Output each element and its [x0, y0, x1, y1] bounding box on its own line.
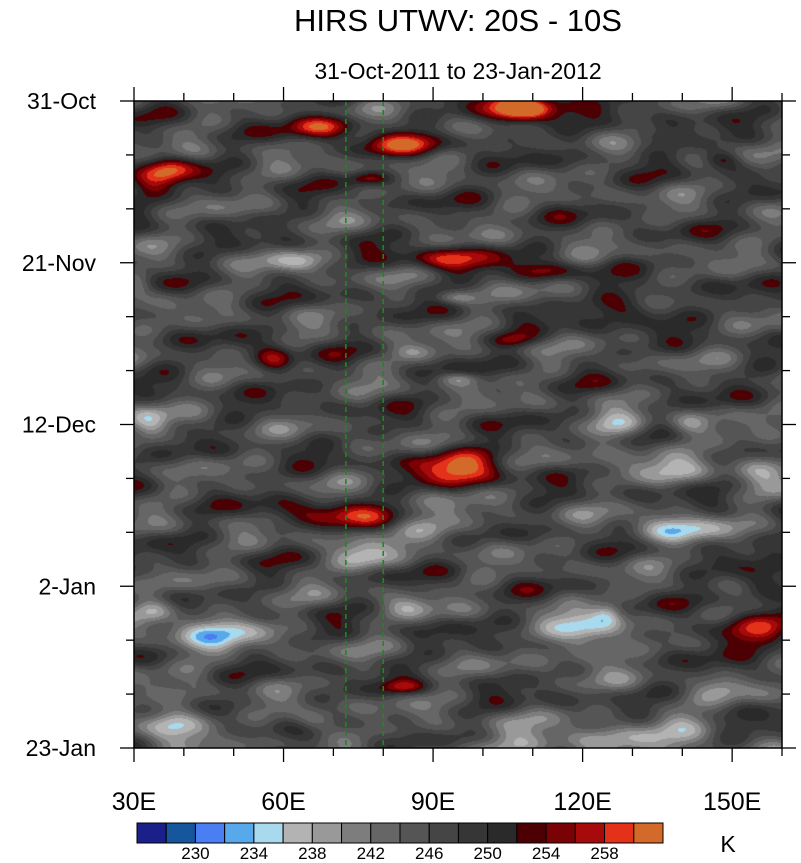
x-tick-label: 150E [703, 788, 761, 816]
colorbar-swatch [516, 822, 547, 844]
colorbar-label: 238 [298, 844, 326, 863]
colorbar-swatch [545, 822, 576, 844]
y-tick-label: 2-Jan [38, 573, 96, 599]
plot-area [134, 101, 782, 748]
colorbar-label: 254 [532, 844, 560, 863]
y-tick-label: 23-Jan [26, 735, 96, 761]
colorbar-unit: K [720, 831, 736, 857]
x-axis: 30E 60E 90E 120E 150E [112, 87, 783, 816]
colorbar-swatch [282, 822, 313, 844]
colorbar-swatch [136, 822, 167, 844]
x-tick-label: 30E [112, 788, 156, 816]
x-tick-label: 60E [261, 788, 305, 816]
colorbar-label: 234 [240, 844, 268, 863]
colorbar-swatch [370, 822, 401, 844]
colorbar-swatch [253, 822, 284, 844]
colorbar-label: 242 [357, 844, 385, 863]
x-tick-label: 90E [411, 788, 455, 816]
colorbar-label: 250 [473, 844, 501, 863]
colorbar-swatch [224, 822, 255, 844]
colorbar-swatch [457, 822, 489, 844]
y-axis: 31-Oct 21-Nov 12-Dec 2-Jan 23-Jan [22, 88, 796, 761]
contour-field [134, 101, 782, 748]
x-tick-label: 120E [553, 788, 611, 816]
colorbar-label: 230 [181, 844, 209, 863]
chart-title: HIRS UTWV: 20S - 10S [294, 3, 622, 38]
colorbar-swatch [428, 822, 459, 844]
chart-subtitle: 31-Oct-2011 to 23-Jan-2012 [314, 58, 601, 84]
y-tick-label: 12-Dec [22, 412, 96, 438]
colorbar-label: 258 [590, 844, 618, 863]
colorbar-swatch [604, 822, 635, 844]
colorbar-swatch [341, 822, 372, 844]
colorbar: 230 234 238 242 246 250 254 258 [136, 822, 664, 863]
colorbar-swatch [165, 822, 196, 844]
y-tick-label: 31-Oct [27, 88, 97, 114]
colorbar-swatch [399, 822, 430, 844]
y-tick-label: 21-Nov [22, 250, 97, 276]
colorbar-swatch [633, 822, 664, 844]
colorbar-label: 246 [415, 844, 443, 863]
colorbar-swatch [311, 822, 343, 844]
colorbar-swatch [194, 822, 226, 844]
colorbar-swatch [487, 822, 518, 844]
colorbar-swatch [574, 822, 606, 844]
